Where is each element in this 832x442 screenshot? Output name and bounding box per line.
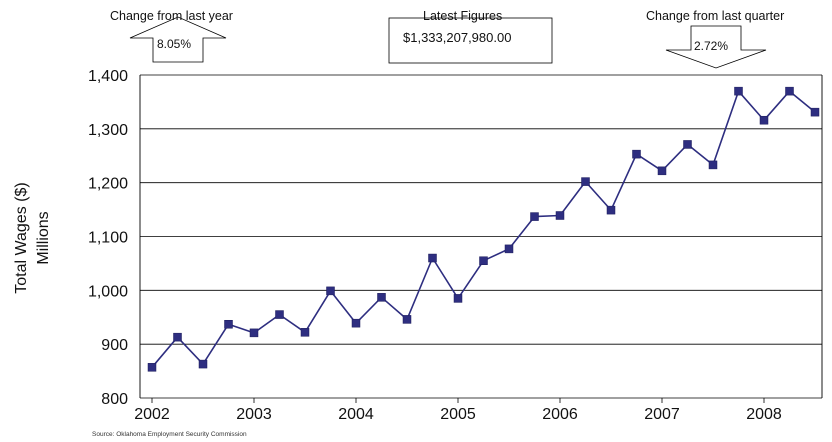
y-axis-label-line-1: Total Wages ($) bbox=[13, 182, 30, 294]
latest-figures-value: $1,333,207,980.00 bbox=[403, 30, 512, 45]
x-tick-label: 2007 bbox=[644, 406, 680, 423]
change-year-label: Change from last year bbox=[110, 9, 233, 23]
data-point-marker bbox=[657, 166, 667, 176]
data-point-marker bbox=[224, 319, 233, 329]
data-point-marker bbox=[785, 86, 794, 96]
x-tick-label: 2002 bbox=[134, 406, 170, 423]
x-tick-labels: 2002 2003 2004 2005 2006 2007 2008 bbox=[134, 406, 782, 423]
data-point-marker bbox=[632, 149, 641, 159]
data-point-marker bbox=[377, 293, 386, 302]
data-point-marker bbox=[275, 310, 284, 319]
data-point-marker bbox=[708, 160, 718, 170]
series-total-wages bbox=[147, 86, 820, 372]
data-point-marker bbox=[326, 286, 335, 296]
source-note: Source: Oklahoma Employment Security Com… bbox=[92, 431, 247, 438]
gridlines bbox=[140, 74, 822, 399]
change-year-up-arrow-icon bbox=[129, 16, 227, 63]
y-axis-label: Total Wages ($) Millions bbox=[11, 182, 55, 293]
data-point-marker bbox=[402, 315, 412, 324]
data-point-marker bbox=[479, 256, 488, 265]
x-tick-label: 2004 bbox=[338, 406, 374, 423]
change-quarter-label: Change from last quarter bbox=[646, 9, 785, 23]
x-tick-label: 2005 bbox=[440, 406, 476, 423]
data-point-marker bbox=[683, 140, 692, 149]
x-tick-label: 2006 bbox=[542, 406, 578, 423]
data-point-marker bbox=[249, 328, 259, 338]
y-tick-label: 800 bbox=[101, 391, 128, 408]
data-point-marker bbox=[428, 253, 437, 263]
data-point-marker bbox=[555, 211, 565, 220]
series-line bbox=[151, 90, 816, 368]
y-tick-label: 1,000 bbox=[88, 283, 128, 300]
change-quarter-value: 2.72% bbox=[694, 39, 729, 53]
data-point-marker bbox=[173, 332, 182, 342]
change-quarter-down-arrow-icon bbox=[665, 25, 767, 69]
data-point-marker bbox=[606, 205, 616, 215]
y-tick-label: 1,300 bbox=[88, 122, 128, 139]
data-point-marker bbox=[759, 115, 769, 125]
y-tick-label: 900 bbox=[101, 337, 128, 354]
data-point-marker bbox=[734, 86, 743, 96]
x-tick-label: 2003 bbox=[236, 406, 272, 423]
y-tick-label: 1,100 bbox=[88, 230, 128, 247]
data-point-marker bbox=[581, 177, 590, 186]
data-point-marker bbox=[504, 244, 514, 254]
y-axis-label-line-2: Millions bbox=[35, 211, 52, 265]
x-tick-label: 2008 bbox=[746, 406, 782, 423]
data-point-marker bbox=[147, 363, 157, 372]
latest-figures-label: Latest Figures bbox=[423, 9, 503, 23]
data-point-marker bbox=[453, 294, 463, 303]
change-year-value: 8.05% bbox=[157, 37, 192, 51]
latest-figures-box bbox=[388, 17, 553, 64]
data-point-marker bbox=[198, 359, 208, 369]
data-point-marker bbox=[300, 328, 310, 337]
data-point-marker bbox=[351, 318, 361, 328]
y-tick-label: 1,200 bbox=[88, 176, 128, 193]
axes bbox=[139, 75, 823, 403]
y-tick-labels: 800 900 1,000 1,100 1,200 1,300 1,400 bbox=[88, 68, 128, 408]
data-point-marker bbox=[530, 212, 539, 221]
y-tick-label: 1,400 bbox=[88, 68, 128, 85]
data-point-marker bbox=[810, 107, 820, 117]
